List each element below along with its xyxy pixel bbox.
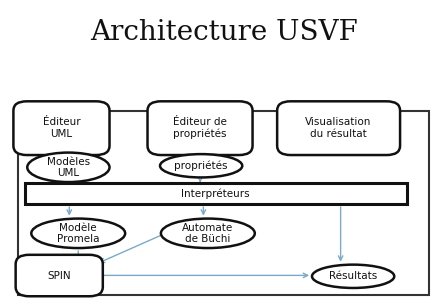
FancyBboxPatch shape: [25, 183, 407, 204]
Text: Éditeur de
propriétés: Éditeur de propriétés: [173, 117, 227, 139]
Ellipse shape: [312, 265, 394, 288]
FancyBboxPatch shape: [277, 101, 400, 155]
Text: Visualisation
du résultat: Visualisation du résultat: [305, 117, 372, 139]
FancyBboxPatch shape: [16, 255, 103, 296]
Text: SPIN: SPIN: [47, 270, 71, 281]
FancyBboxPatch shape: [13, 101, 110, 155]
Ellipse shape: [27, 153, 110, 182]
Text: Résultats: Résultats: [329, 271, 377, 281]
Text: Modèle
Promela: Modèle Promela: [57, 223, 100, 244]
Text: Éditeur
UML: Éditeur UML: [42, 117, 80, 139]
Text: Interpréteurs: Interpréteurs: [181, 188, 250, 199]
FancyBboxPatch shape: [148, 101, 253, 155]
Ellipse shape: [161, 219, 255, 248]
Ellipse shape: [31, 219, 125, 248]
Text: Architecture USVF: Architecture USVF: [90, 19, 357, 46]
Ellipse shape: [160, 154, 242, 177]
Text: Automate
de Büchi: Automate de Büchi: [182, 223, 233, 244]
Text: propriétés: propriétés: [174, 161, 228, 171]
Text: Modèles
UML: Modèles UML: [47, 157, 90, 178]
